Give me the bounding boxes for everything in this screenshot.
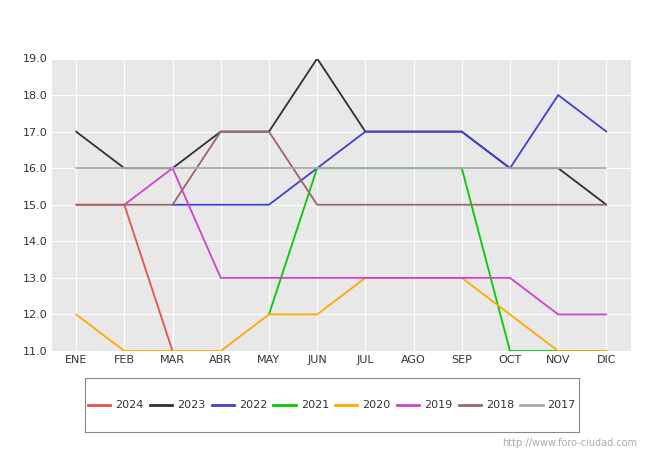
Text: http://www.foro-ciudad.com: http://www.foro-ciudad.com — [502, 438, 637, 448]
Text: 2022: 2022 — [239, 400, 267, 410]
Text: 2019: 2019 — [424, 400, 452, 410]
Text: 2021: 2021 — [300, 400, 329, 410]
Text: 2017: 2017 — [547, 400, 576, 410]
Text: 2023: 2023 — [177, 400, 205, 410]
Text: 2020: 2020 — [363, 400, 391, 410]
Text: Afiliados en Cubo de Bureba a 31/5/2024: Afiliados en Cubo de Bureba a 31/5/2024 — [155, 14, 495, 32]
Text: 2018: 2018 — [486, 400, 514, 410]
Text: 2024: 2024 — [116, 400, 144, 410]
